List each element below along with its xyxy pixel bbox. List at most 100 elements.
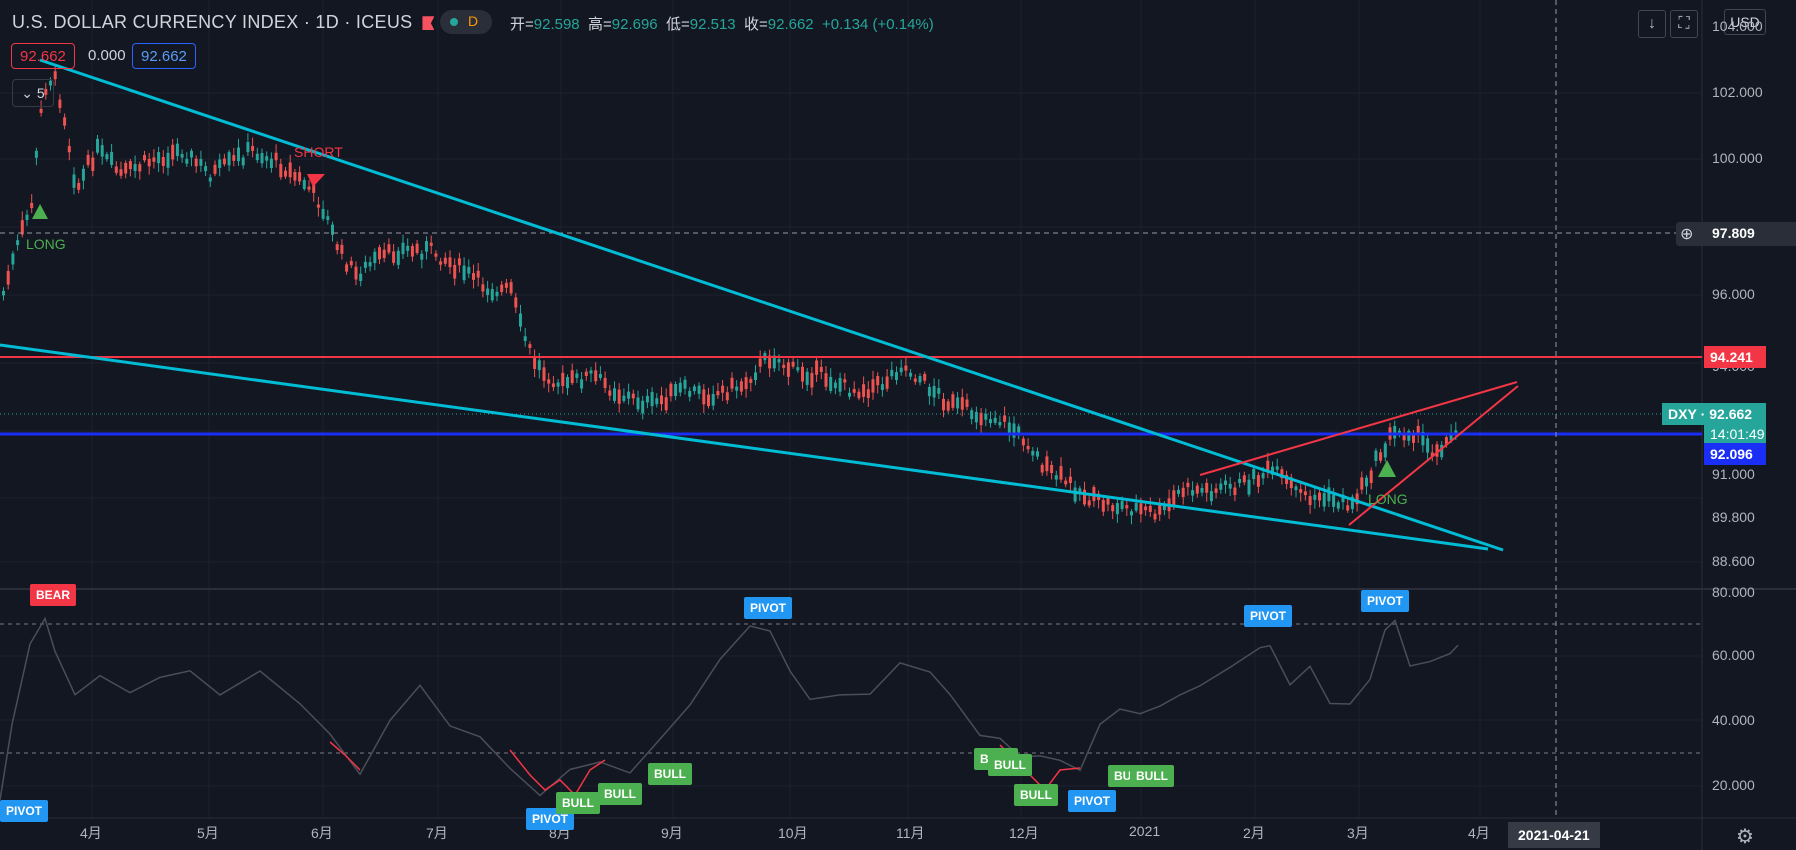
- candle-body: [100, 145, 104, 157]
- candle-body: [1073, 487, 1077, 502]
- candle-body: [204, 166, 208, 172]
- candle-body: [378, 247, 381, 260]
- candle-body: [1360, 477, 1364, 490]
- candle-body: [222, 158, 226, 165]
- candle-body: [1050, 464, 1054, 474]
- candle-body: [519, 313, 522, 327]
- candle-body: [1021, 438, 1025, 446]
- time-axis-label: 4月: [1468, 825, 1490, 841]
- download-button[interactable]: ↓: [1638, 10, 1666, 38]
- gear-icon[interactable]: ⚙: [1736, 826, 1754, 848]
- candle-body: [1374, 450, 1378, 461]
- candle-body: [321, 208, 325, 219]
- plus-circle-icon[interactable]: ⊕: [1680, 226, 1694, 243]
- candle-body: [655, 398, 659, 405]
- indicator-collapse-button[interactable]: ⌄ 5: [12, 79, 54, 107]
- candle-body: [213, 164, 217, 174]
- candle-body: [979, 412, 983, 426]
- bar-countdown: 14:01:49: [1704, 423, 1766, 445]
- market-status-chip[interactable]: D: [440, 10, 492, 34]
- candle-body: [11, 253, 15, 265]
- candle-body: [622, 395, 626, 401]
- candle-body: [1407, 431, 1411, 441]
- flag-icon[interactable]: [422, 16, 435, 31]
- candle-body: [721, 385, 725, 393]
- wedge-upper: [1199, 381, 1518, 476]
- candle-body: [1280, 469, 1284, 479]
- candle-body: [237, 147, 240, 162]
- candle-body: [890, 369, 894, 377]
- candle-body: [1346, 505, 1350, 511]
- candle-body: [725, 392, 729, 401]
- candle-body: [429, 242, 433, 246]
- candle-body: [1261, 473, 1265, 479]
- ohlc-readout: 开=92.598 高=92.696 低=92.513 收=92.662 +0.1…: [510, 13, 934, 34]
- time-axis-label: 10月: [778, 825, 808, 841]
- candle-body: [993, 417, 997, 423]
- candle-body: [363, 261, 367, 268]
- candle-body: [1040, 464, 1044, 473]
- candle-body: [1308, 496, 1312, 506]
- candle-body: [133, 163, 137, 172]
- candle-body: [815, 360, 819, 375]
- candle-body: [349, 260, 353, 266]
- candle-body: [1026, 445, 1030, 450]
- osc-signal-tag: BULL: [1014, 784, 1058, 806]
- close-value: 92.662: [767, 16, 814, 33]
- candle-body: [810, 373, 814, 388]
- candle-body: [105, 154, 109, 160]
- candle-body: [457, 258, 461, 266]
- osc-axis-label: 60.000: [1712, 647, 1755, 663]
- crosshair-price-tag[interactable]: ⊕ 97.809: [1676, 222, 1796, 246]
- candle-body: [1087, 500, 1091, 506]
- candle-body: [1294, 486, 1298, 491]
- candle-body: [885, 376, 889, 389]
- candle-body: [1252, 469, 1256, 480]
- crosshair-price: 97.809: [1712, 225, 1755, 241]
- candle-body: [1327, 487, 1331, 502]
- candle-body: [265, 156, 269, 161]
- candle-body: [420, 253, 424, 260]
- candle-body: [20, 220, 24, 235]
- candle-body: [288, 162, 292, 178]
- candle-body: [1412, 435, 1415, 443]
- candle-body: [1186, 482, 1190, 488]
- fullscreen-button[interactable]: ⛶: [1670, 10, 1698, 38]
- candle-body: [340, 244, 344, 254]
- osc-signal-tag: BULL: [556, 792, 600, 814]
- candle-body: [359, 273, 363, 281]
- symbol-title[interactable]: U.S. DOLLAR CURRENCY INDEX · 1D · ICEUS: [12, 12, 435, 33]
- long-marker-2: [1378, 460, 1396, 477]
- candle-body: [1289, 477, 1293, 489]
- candle-body: [34, 150, 38, 158]
- candle-body: [335, 244, 339, 251]
- candle-body: [1205, 482, 1209, 493]
- candle-body: [1449, 432, 1453, 441]
- candle-body: [702, 389, 706, 405]
- osc-axis-label: 20.000: [1712, 777, 1755, 793]
- osc-signal-tag: BULL: [648, 763, 692, 785]
- candle-body: [547, 379, 551, 384]
- candles: [2, 64, 1458, 525]
- candle-body: [509, 282, 513, 294]
- candle-body: [406, 245, 410, 251]
- indicator-value-blue: 92.662: [132, 43, 196, 69]
- candle-body: [923, 373, 927, 381]
- candle-body: [537, 360, 541, 371]
- candle-body: [833, 382, 837, 389]
- currency-button[interactable]: USD: [1724, 9, 1766, 35]
- candle-body: [1012, 423, 1016, 438]
- candle-body: [1435, 444, 1439, 457]
- candle-body: [302, 180, 306, 189]
- osc-signal-tag: PIVOT: [1244, 605, 1293, 627]
- candle-body: [96, 138, 99, 153]
- candle-body: [119, 169, 123, 176]
- candle-body: [608, 390, 612, 396]
- oscillator-line: [0, 616, 1459, 801]
- candle-body: [523, 336, 527, 342]
- candle-body: [67, 145, 71, 153]
- candle-body: [678, 382, 682, 393]
- candle-body: [1162, 505, 1166, 511]
- last-price: 92.662: [1709, 406, 1753, 422]
